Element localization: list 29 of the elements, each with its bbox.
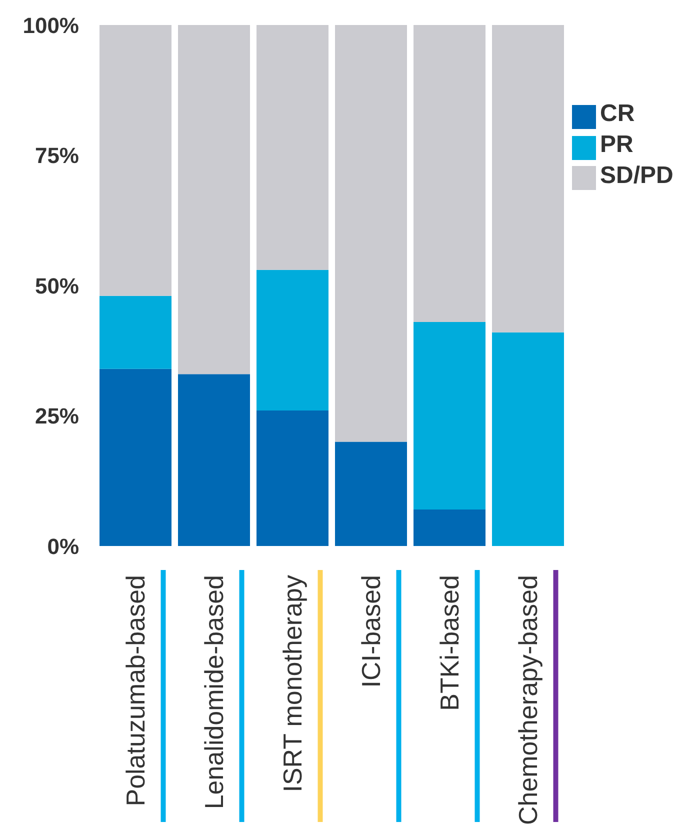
bar [414, 25, 486, 322]
bar [178, 25, 250, 374]
legend-label: SD/PD [600, 162, 674, 189]
x-tick-label: Polatuzumab-based [120, 575, 150, 806]
bar [414, 322, 486, 510]
x-tick-label: BTKi-based [434, 575, 464, 711]
x-tick-label: ISRT monotherapy [277, 575, 308, 792]
bar [178, 374, 250, 546]
y-tick-label: 25% [34, 404, 79, 429]
bar [492, 25, 564, 332]
y-tick-label: 0% [47, 534, 79, 559]
y-tick-label: 75% [34, 143, 79, 168]
bar [256, 270, 328, 411]
x-tick-label: Lenalidomide-based [198, 575, 229, 810]
bar [414, 510, 486, 546]
bar [100, 25, 172, 296]
x-tick-label: Chemotherapy-based [512, 575, 543, 826]
x-tick-label: ICI-based [356, 575, 386, 688]
bar [335, 25, 407, 442]
y-tick-label: 100% [22, 12, 79, 38]
y-tick-label: 50% [34, 273, 79, 298]
bar [256, 25, 328, 270]
bar [100, 368, 172, 546]
legend-label: PR [600, 130, 634, 158]
legend-label: CR [600, 100, 635, 127]
bar [100, 296, 172, 369]
bar [256, 410, 328, 546]
bar [335, 442, 407, 546]
bar [492, 332, 564, 546]
